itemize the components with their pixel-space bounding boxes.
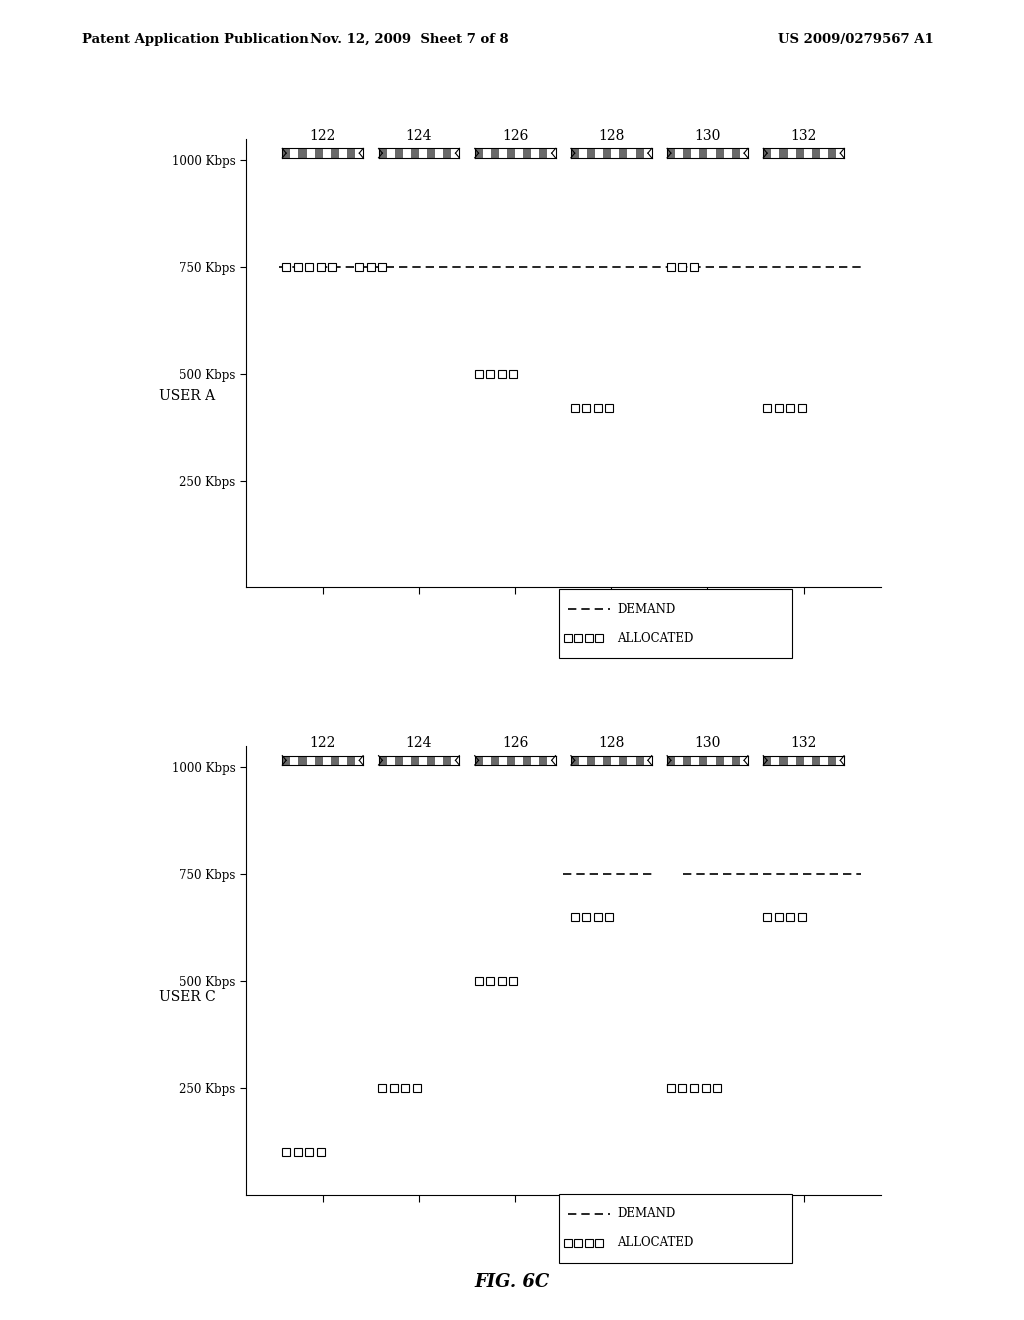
Text: 130: 130 xyxy=(694,129,721,143)
Text: Nov. 12, 2009  Sheet 7 of 8: Nov. 12, 2009 Sheet 7 of 8 xyxy=(310,33,509,46)
Text: 122: 122 xyxy=(309,129,336,143)
Text: USER C: USER C xyxy=(159,990,215,1003)
Text: Patent Application Publication: Patent Application Publication xyxy=(82,33,308,46)
FancyBboxPatch shape xyxy=(559,589,793,659)
Text: 122: 122 xyxy=(309,737,336,750)
Text: ALLOCATED: ALLOCATED xyxy=(616,1237,693,1249)
Text: ALLOCATED: ALLOCATED xyxy=(616,632,693,644)
Text: US 2009/0279567 A1: US 2009/0279567 A1 xyxy=(778,33,934,46)
Text: 130: 130 xyxy=(694,737,721,750)
Text: 124: 124 xyxy=(406,129,432,143)
Text: 126: 126 xyxy=(502,737,528,750)
Text: DEMAND: DEMAND xyxy=(616,603,675,615)
Text: 124: 124 xyxy=(406,737,432,750)
Text: 128: 128 xyxy=(598,129,625,143)
Text: 132: 132 xyxy=(791,737,817,750)
Text: 126: 126 xyxy=(502,129,528,143)
Text: 128: 128 xyxy=(598,737,625,750)
Text: USER A: USER A xyxy=(159,389,215,403)
Text: DEMAND: DEMAND xyxy=(616,1208,675,1220)
Text: FIG. 6C: FIG. 6C xyxy=(474,1272,550,1291)
Text: 132: 132 xyxy=(791,129,817,143)
FancyBboxPatch shape xyxy=(559,1193,793,1263)
